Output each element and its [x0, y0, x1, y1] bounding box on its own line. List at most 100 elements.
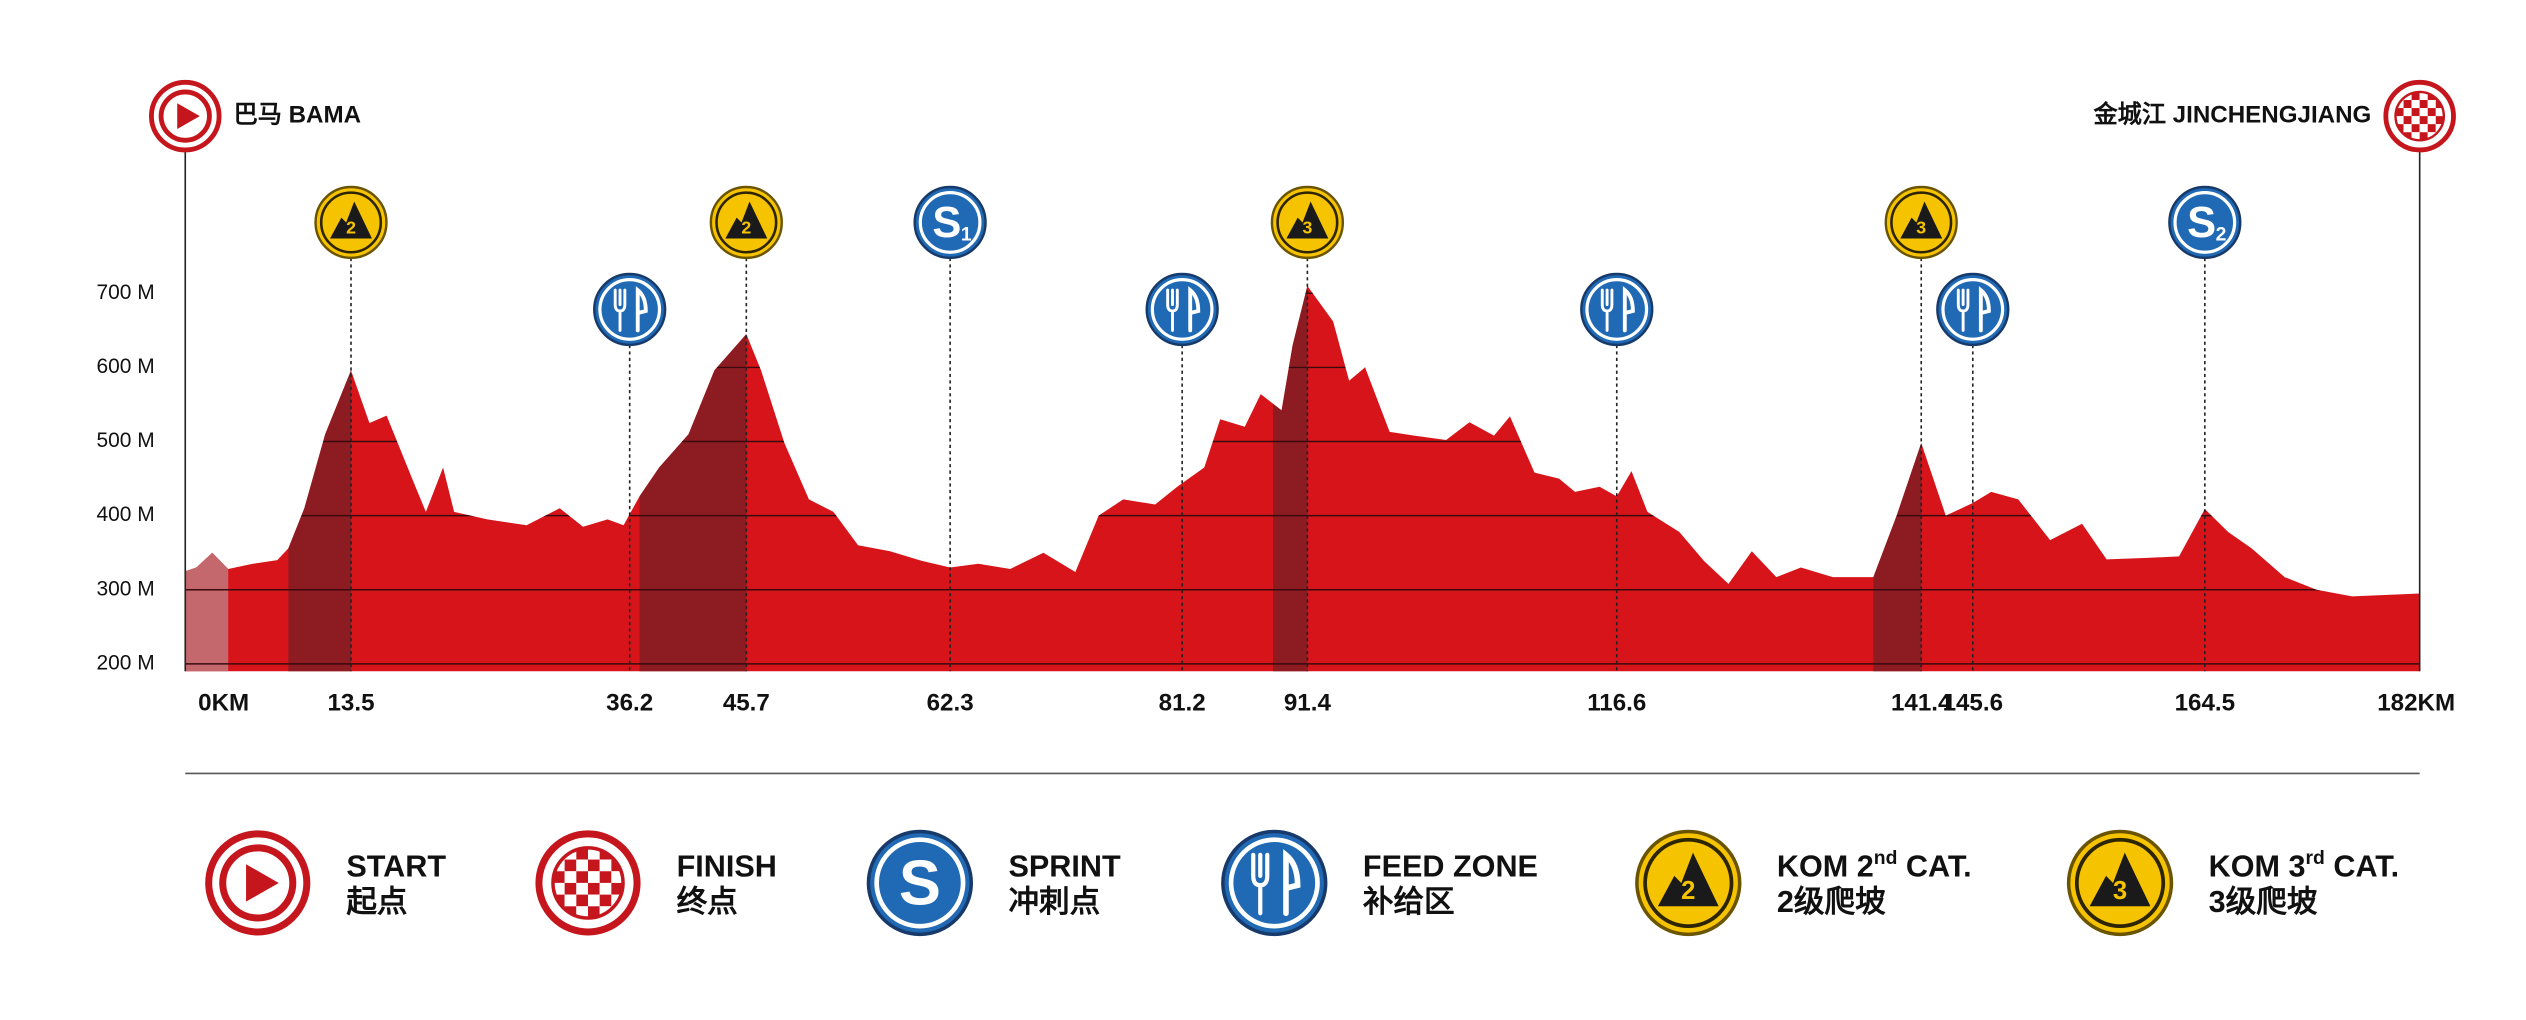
- icon-bg: [593, 272, 667, 347]
- feed-icon: [1221, 829, 1328, 937]
- finish-icon: [535, 830, 641, 936]
- y-tick-label: 200 M: [96, 651, 154, 674]
- icon-ring: [551, 846, 625, 920]
- checker-cell: [564, 871, 577, 883]
- checker-cell: [552, 882, 565, 895]
- checker-cell: [2427, 116, 2436, 125]
- icon-bg: [866, 829, 974, 937]
- checker-cell: [2427, 124, 2436, 133]
- x-tick-label: 145.6: [1943, 689, 2003, 716]
- fork: [613, 288, 627, 332]
- icon-ring: [2173, 191, 2237, 254]
- legend-title: FEED ZONE: [1363, 850, 1538, 884]
- y-tick-label: 400 M: [96, 503, 154, 526]
- legend-subtitle: 3级爬坡: [2209, 885, 2318, 919]
- legend-subtitle: 冲刺点: [1008, 885, 1100, 919]
- mountain: [1657, 852, 1719, 907]
- knife: [1283, 849, 1301, 917]
- checker-cell: [2411, 124, 2420, 133]
- mountain: [1286, 201, 1329, 239]
- checker-cell: [564, 859, 577, 872]
- climb: [639, 334, 747, 672]
- checker-cell: [564, 894, 577, 907]
- x-tick-label: 141.4: [1891, 689, 1952, 716]
- checker-cell: [576, 894, 589, 907]
- knife: [635, 286, 648, 333]
- icon-bg: [1580, 272, 1654, 347]
- kom-icon: 2: [709, 185, 783, 260]
- kom-digit: 3: [1302, 218, 1312, 238]
- legend-title: START: [346, 850, 446, 884]
- checker-cell: [588, 871, 600, 883]
- legend-subtitle: 起点: [346, 885, 407, 919]
- checker-cell: [2403, 124, 2412, 133]
- legend-subtitle: 终点: [677, 885, 738, 919]
- sprint-number: 1: [961, 224, 972, 245]
- start-icon: [149, 79, 222, 153]
- checker-cell: [576, 847, 589, 860]
- kom-icon: 3: [2066, 829, 2174, 937]
- kom-digit: 2: [741, 218, 751, 238]
- legend-title: KOM 2nd CAT.: [1777, 848, 1972, 884]
- icon-ring: [1643, 837, 1734, 929]
- legend-title-text: FINISH: [677, 850, 777, 884]
- icon-bg: [1936, 272, 2010, 347]
- y-tick-label: 500 M: [96, 429, 154, 452]
- checker-cell: [552, 871, 565, 883]
- x-tick-label: 91.4: [1284, 689, 1332, 716]
- checker-cell: [599, 894, 612, 907]
- climb: [1873, 443, 1922, 672]
- sprint-number: 2: [2216, 224, 2227, 245]
- fork: [1956, 288, 1970, 332]
- checker-cell: [2419, 100, 2428, 109]
- legend-title: KOM 3rd CAT.: [2209, 848, 2399, 884]
- icon-ring: [715, 191, 778, 254]
- checker-cell: [2427, 108, 2436, 117]
- icon-ring: [1941, 278, 2005, 341]
- y-tick-label: 300 M: [96, 577, 154, 600]
- checker-cell: [2419, 108, 2428, 117]
- kom-icon: 2: [1635, 829, 1742, 937]
- icon-ring: [2074, 837, 2166, 929]
- start-name: 巴马 BAMA: [234, 101, 361, 128]
- checker-cell: [2411, 108, 2420, 117]
- checker-cell: [611, 882, 624, 895]
- sprint-icon: S: [866, 829, 974, 937]
- checker-cell: [2395, 116, 2404, 125]
- kom-digit: 3: [2113, 877, 2127, 905]
- y-tick-label: 600 M: [96, 355, 154, 378]
- kom-digit: 3: [1916, 218, 1926, 238]
- legend-title-text: KOM 3: [2209, 850, 2306, 884]
- icon-bg: [913, 185, 987, 260]
- knife: [1622, 286, 1635, 333]
- checker-cell: [2435, 116, 2444, 125]
- kom-digit: 2: [346, 218, 356, 238]
- checker-cell: [576, 871, 589, 883]
- legend-title-end: CAT.: [2325, 850, 2399, 884]
- x-tick-label: 81.2: [1159, 689, 1206, 716]
- play: [246, 864, 279, 902]
- checker-cell: [2395, 108, 2404, 117]
- checker-cell: [588, 859, 600, 872]
- feed-icon: [1936, 272, 2010, 347]
- legend-title-end: CAT.: [1897, 850, 1971, 884]
- checker-cell: [2411, 91, 2420, 101]
- checker-cell: [588, 894, 600, 907]
- x-tick-label: 0KM: [198, 689, 249, 716]
- feed-icon: [1580, 272, 1654, 347]
- icon-ring: [598, 278, 662, 341]
- feed-icon: [1145, 272, 1219, 347]
- icon-ring: [1228, 837, 1320, 929]
- x-tick-label: 62.3: [927, 689, 974, 716]
- checker-cell: [576, 882, 589, 895]
- kom-icon: 3: [1270, 185, 1345, 260]
- icon-ring: [1150, 278, 1214, 341]
- fork: [1600, 288, 1614, 332]
- finish-icon: [2383, 79, 2456, 153]
- checker-cell: [2419, 132, 2428, 141]
- mountain: [725, 201, 768, 239]
- climb: [1273, 285, 1308, 672]
- checker-cell: [588, 882, 600, 895]
